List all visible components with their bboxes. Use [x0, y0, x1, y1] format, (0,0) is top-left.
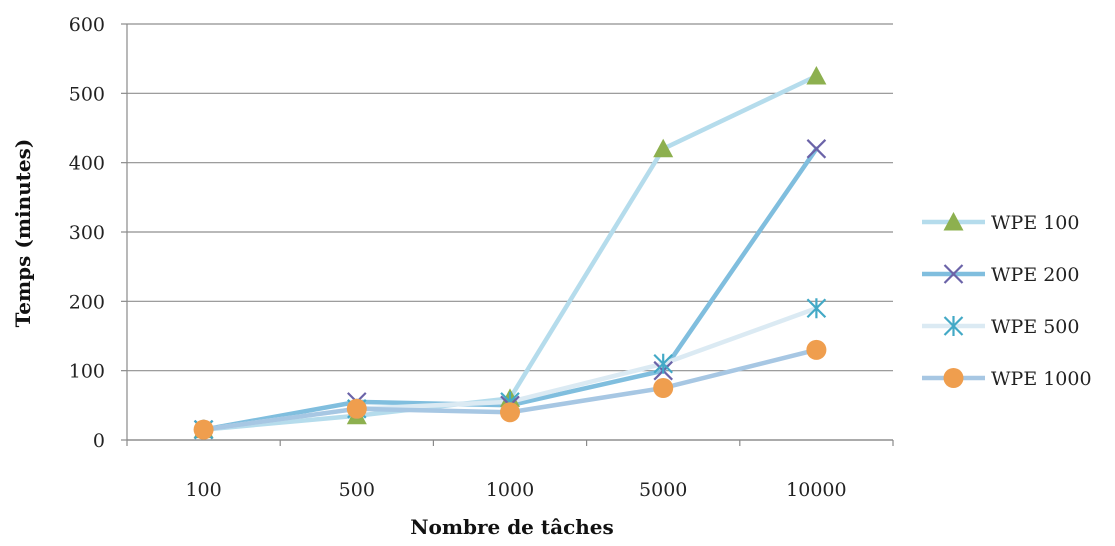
legend-item-wpe-200: WPE 200: [922, 264, 1080, 286]
data-point-wpe-500: [806, 298, 827, 319]
data-point-wpe-1000: [193, 419, 214, 440]
y-tick-label: 300: [69, 222, 105, 244]
x-tick-label: 10000: [786, 479, 846, 501]
y-tick-label: 500: [69, 83, 105, 105]
x-axis-title: Nombre de tâches: [410, 515, 614, 539]
data-point-wpe-1000: [346, 398, 367, 419]
legend-marker: [943, 212, 964, 231]
y-tick-label: 600: [69, 14, 105, 36]
data-point-wpe-1000: [653, 378, 674, 398]
x-tick-labels: 100 500 1000 5000 10000: [185, 479, 846, 501]
series-lines: [201, 73, 819, 432]
y-tick-labels: 0 100 200 300 400 500 600: [69, 14, 105, 452]
data-point-wpe-1000: [500, 402, 520, 423]
series-markers: [193, 66, 827, 440]
y-tick-label: 0: [93, 430, 105, 452]
legend-marker: [943, 264, 964, 284]
legend-label: WPE 1000: [991, 368, 1092, 390]
legend-item-wpe-1000: WPE 1000: [922, 368, 1092, 390]
y-tick-label: 200: [69, 291, 105, 313]
x-tick-label: 5000: [639, 479, 687, 501]
gridlines: [127, 23, 893, 441]
marker-stroke: [943, 264, 964, 284]
series-line-wpe-200: [201, 146, 819, 432]
legend-item-wpe-100: WPE 100: [922, 212, 1080, 234]
data-point-wpe-500: [653, 353, 673, 374]
x-tick-label: 100: [185, 479, 221, 501]
y-tick-label: 400: [69, 153, 105, 175]
x-tick-label: 500: [339, 479, 375, 501]
legend: WPE 100 WPE 200 WPE 500 WPE 1000: [922, 212, 1092, 390]
legend-label: WPE 200: [991, 264, 1080, 286]
axes: [121, 23, 894, 446]
data-point-wpe-100: [806, 66, 827, 85]
data-point-wpe-1000: [806, 339, 827, 360]
legend-item-wpe-500: WPE 500: [922, 316, 1080, 338]
y-tick-label: 100: [69, 361, 105, 383]
x-tick-label: 1000: [486, 479, 534, 501]
marker-stroke: [806, 139, 827, 159]
legend-label: WPE 500: [991, 316, 1080, 338]
legend-marker: [943, 368, 964, 388]
series-line-wpe-100: [201, 73, 819, 432]
data-point-wpe-100: [653, 138, 674, 158]
y-axis-title: Temps (minutes): [11, 139, 35, 328]
legend-label: WPE 100: [991, 212, 1080, 234]
data-point-wpe-200: [806, 139, 827, 159]
legend-marker: [943, 316, 964, 336]
